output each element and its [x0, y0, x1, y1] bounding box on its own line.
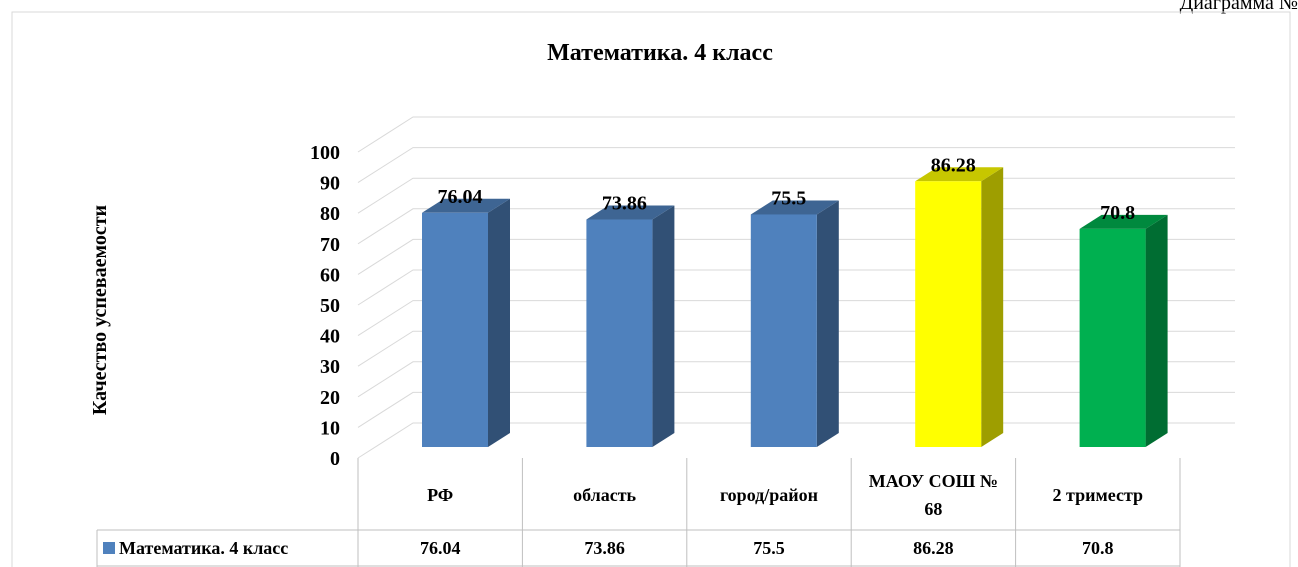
y-tick-label: 20 — [320, 387, 340, 409]
bar-side — [1145, 214, 1168, 447]
page-header: Диаграмма № — [1179, 0, 1298, 14]
bar-side — [652, 205, 675, 447]
bar-top — [422, 198, 510, 213]
bar — [750, 200, 839, 447]
y-axis-label: Качество успеваемости — [89, 205, 111, 415]
y-tick-label: 0 — [330, 448, 340, 470]
table-value: 76.04 — [419, 538, 461, 558]
chart-border — [11, 11, 1291, 567]
bar-front — [1079, 228, 1146, 447]
legend-swatch — [103, 542, 115, 554]
bar-top — [586, 205, 675, 220]
bar — [422, 198, 510, 447]
grid-line — [357, 116, 1235, 153]
bar-front — [750, 214, 817, 447]
table-value: 75.5 — [753, 538, 785, 558]
bar-side — [816, 200, 839, 447]
y-tick-label: 50 — [320, 295, 340, 317]
category-label: РФ — [427, 485, 454, 505]
bar — [586, 205, 675, 447]
category-label: город/район — [719, 485, 819, 505]
y-tick-label: 60 — [320, 264, 340, 286]
bar-top — [915, 167, 1004, 182]
data-label: 86.28 — [931, 154, 976, 176]
y-tick-label: 90 — [320, 173, 340, 195]
bar-front — [586, 219, 653, 447]
bar-side — [488, 198, 510, 447]
bar-top — [1079, 214, 1168, 229]
y-tick-label: 70 — [320, 234, 340, 256]
table-value: 86.28 — [913, 538, 954, 558]
data-label: 70.8 — [1100, 202, 1135, 224]
y-tick-label: 10 — [320, 417, 340, 439]
bar-front — [422, 212, 488, 447]
bar-front — [915, 181, 982, 447]
table-value: 73.86 — [584, 538, 625, 558]
category-label: МАОУ СОШ № 68 — [868, 471, 998, 519]
data-label: 76.04 — [438, 186, 483, 208]
y-tick-label: 100 — [310, 142, 340, 164]
table-value: 70.8 — [1082, 538, 1114, 558]
y-tick-label: 30 — [320, 356, 340, 378]
legend-entry: Математика. 4 класс — [97, 530, 358, 566]
bar — [1079, 214, 1168, 447]
bar-top — [750, 200, 839, 215]
data-label: 75.5 — [771, 187, 806, 209]
grid-line — [357, 147, 1235, 184]
data-label: 73.86 — [602, 193, 647, 215]
chart-title: Математика. 4 класс — [547, 40, 773, 66]
bar — [915, 167, 1004, 447]
category-label: 2 триместр — [1052, 485, 1144, 505]
legend-label: Математика. 4 класс — [119, 538, 289, 558]
y-tick-label: 40 — [320, 326, 340, 348]
y-tick-label: 80 — [320, 203, 340, 225]
bar-side — [981, 167, 1004, 447]
category-label: область — [573, 485, 637, 505]
